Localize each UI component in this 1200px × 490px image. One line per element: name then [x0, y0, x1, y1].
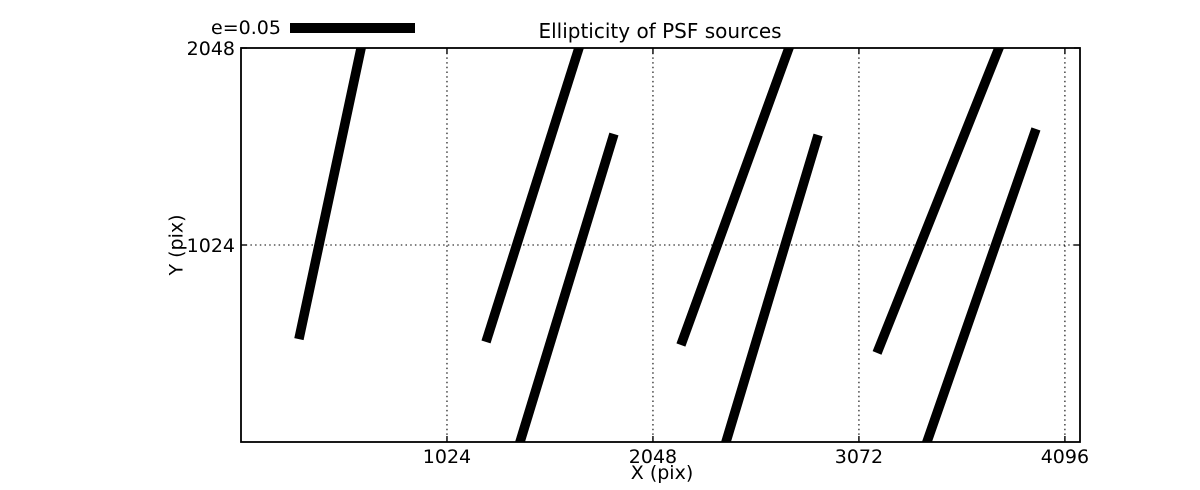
legend-ellipticity-scale-bar — [289, 23, 415, 33]
y-axis-label: Y (pix) — [165, 214, 188, 276]
ellipticity-whisker — [676, 48, 794, 347]
x-tick-label: 3072 — [835, 446, 883, 468]
ellipticity-whisker — [921, 127, 1041, 442]
x-tick-label: 1024 — [423, 446, 471, 468]
x-tick-label: 2048 — [629, 446, 677, 468]
whisker-group — [294, 48, 1041, 442]
ellipticity-whisker — [481, 48, 584, 344]
x-axis-label: X (pix) — [630, 462, 694, 484]
y-tick-label: 1024 — [187, 235, 235, 257]
x-tick-label: 4096 — [1041, 446, 1089, 468]
ellipticity-whisker — [721, 133, 823, 442]
ellipticity-whisker — [872, 48, 1005, 355]
legend: e=0.05 — [211, 17, 415, 39]
y-tick-label: 2048 — [187, 38, 235, 60]
chart-title: Ellipticity of PSF sources — [538, 19, 782, 43]
legend-label: e=0.05 — [211, 16, 281, 39]
ellipticity-whisker — [515, 132, 619, 442]
ellipticity-whisker — [294, 48, 366, 341]
